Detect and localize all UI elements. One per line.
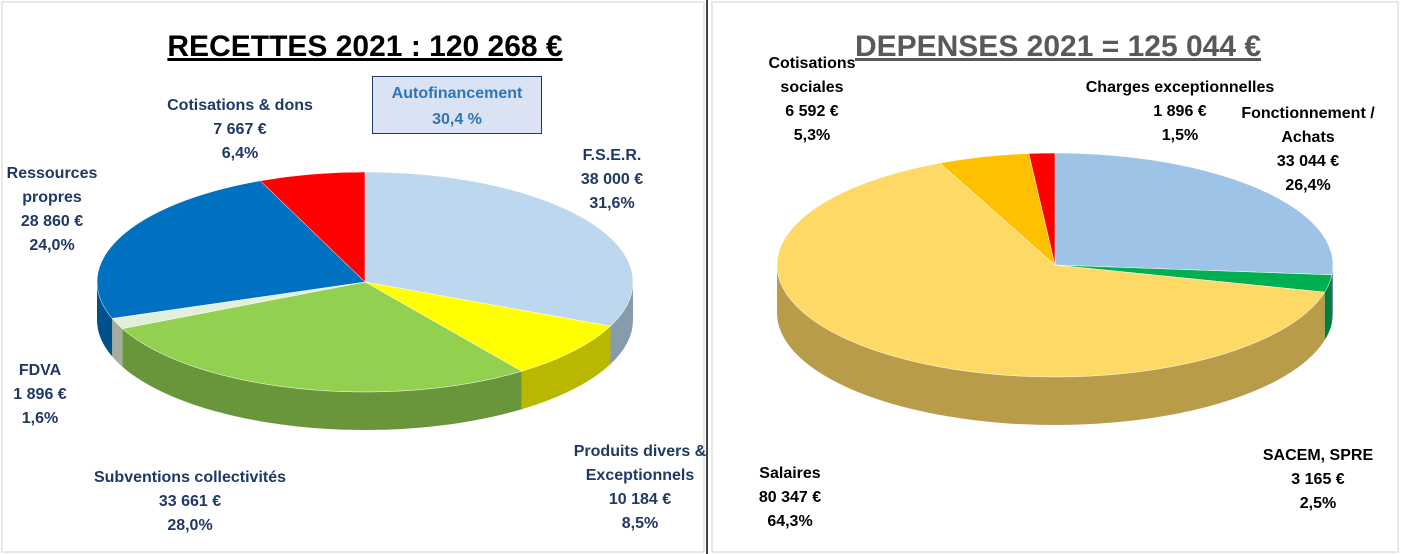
category-label: Produits divers & Exceptionnels <box>573 443 707 484</box>
chart-title: RECETTES 2021 : 120 268 € <box>167 30 563 63</box>
category-label: F.S.E.R. <box>582 147 642 164</box>
slice-side <box>777 265 1325 426</box>
slice <box>96 180 366 319</box>
value-label: 24,0% <box>29 237 75 254</box>
slice-label: Produits divers & Exceptionnels 10 184 € 8… <box>570 440 710 536</box>
slice-side <box>521 326 611 410</box>
category-label: Charges exceptionnelles <box>1085 79 1275 96</box>
category-label: Salaires <box>759 465 821 482</box>
panel-frame <box>1 1 705 553</box>
category-label: Subventions collectivités <box>93 469 287 486</box>
amount-label: 33 044 € <box>1276 153 1340 170</box>
slice-label: Subventions collectivités 33 661 € 28,0% <box>60 466 320 538</box>
amount-label: 1 896 € <box>1153 103 1207 120</box>
category-label: Cotisations sociales <box>768 55 856 96</box>
value-label: 6,4% <box>221 145 259 162</box>
panel-frame <box>711 1 1399 553</box>
slice <box>259 171 366 283</box>
value-label: 5,3% <box>793 127 831 144</box>
slice-side <box>610 282 633 365</box>
amount-label: 1 896 € <box>13 386 67 403</box>
category-label: Ressources propres <box>6 165 98 206</box>
slice-label: F.S.E.R. 38 000 € 31,6% <box>547 144 677 216</box>
slice <box>364 171 634 327</box>
slice-label: FDVA 1 896 € 1,6% <box>0 359 80 431</box>
slice-label: Charges exceptionnelles 1 896 € 1,5% <box>1070 76 1290 148</box>
annotation: 30,4 % <box>432 111 482 128</box>
slice-side <box>1324 274 1332 341</box>
value-label: 8,5% <box>621 515 659 532</box>
value-label: 2,5% <box>1299 495 1337 512</box>
amount-label: 33 661 € <box>158 493 222 510</box>
category-label: Fonctionnement / Achats <box>1241 105 1375 146</box>
slice-label: Cotisations sociales 6 592 € 5,3% <box>757 52 867 148</box>
amount-label: 80 347 € <box>758 489 822 506</box>
amount-label: 6 592 € <box>785 103 839 120</box>
value-label: 1,6% <box>21 410 59 427</box>
slice-label: SACEM, SPRE 3 165 € 2,5% <box>1253 444 1383 516</box>
slice <box>1028 152 1056 266</box>
slice-side <box>1331 265 1334 323</box>
amount-label: 3 165 € <box>1291 471 1345 488</box>
slice-label: Ressources propres 28 860 € 24,0% <box>0 162 107 258</box>
value-label: 64,3% <box>767 513 813 530</box>
category-label: Cotisations & dons <box>167 97 313 114</box>
slice-side <box>112 318 123 367</box>
slice <box>776 162 1326 378</box>
value-label: 28,0% <box>167 517 213 534</box>
slice-side <box>122 328 522 430</box>
chart-title: DEPENSES 2021 = 125 044 € <box>854 30 1262 63</box>
annotation-box: Autofinancement 30,4 % <box>372 76 542 134</box>
slice-label: Cotisations & dons 7 667 € 6,4% <box>155 94 325 166</box>
slice <box>1054 152 1334 276</box>
amount-label: 38 000 € <box>580 171 644 188</box>
category-label: SACEM, SPRE <box>1262 447 1374 464</box>
amount-label: 28 860 € <box>20 213 84 230</box>
slice-label: Salaires 80 347 € 64,3% <box>735 462 845 534</box>
amount-label: 7 667 € <box>213 121 267 138</box>
value-label: 31,6% <box>589 195 635 212</box>
value-label: 1,5% <box>1161 127 1199 144</box>
slice-label: Fonctionnement / Achats 33 044 € 26,4% <box>1223 102 1393 198</box>
annotation: Autofinancement <box>391 85 523 102</box>
category-label: FDVA <box>18 362 62 379</box>
value-label: 26,4% <box>1285 177 1331 194</box>
amount-label: 10 184 € <box>608 491 672 508</box>
slice <box>364 281 612 372</box>
